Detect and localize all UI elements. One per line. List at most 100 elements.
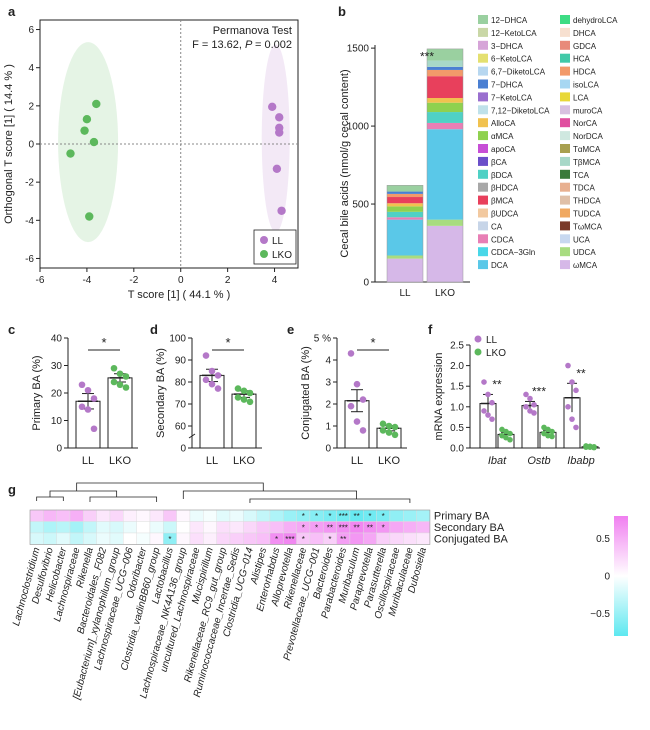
colorbar <box>614 516 628 636</box>
legend-label: βDCA <box>491 171 513 180</box>
x-tick-label: -6 <box>36 275 45 286</box>
legend-swatch <box>478 92 488 102</box>
legend-swatch <box>560 208 570 218</box>
data-point <box>116 381 124 389</box>
data-point <box>214 372 222 379</box>
colorbar-tick-label: 0.5 <box>596 534 610 545</box>
legend-swatch <box>560 156 570 166</box>
y-tick-label: 0 <box>363 278 369 289</box>
heatmap-cell <box>269 509 284 522</box>
cell-significance: * <box>302 524 305 533</box>
y-tick-label: 1 <box>325 422 331 433</box>
heatmap-cell <box>109 509 124 522</box>
legend-swatch <box>478 40 488 50</box>
significance-stars: *** <box>532 384 546 398</box>
legend-label: βUDCA <box>491 210 519 219</box>
panel-a-scatter: a -6 -4 -2 0 2 4 6 4 2 0 -2 -4 -6 T score [1] ( 44.1 %… <box>3 4 299 301</box>
heatmap-cell <box>349 532 364 545</box>
legend-swatch <box>478 260 488 270</box>
legend-label: isoLCA <box>573 81 599 90</box>
legend-swatch <box>478 105 488 115</box>
legend-swatch <box>560 66 570 76</box>
legend-swatch <box>560 247 570 257</box>
legend-label: NorDCA <box>573 132 603 141</box>
legend-swatch <box>478 27 488 37</box>
heatmap-cell <box>229 532 244 545</box>
stack-segment-lko <box>427 48 463 61</box>
x-tick-label: 4 <box>272 275 278 286</box>
panel-letter-g: g <box>8 482 16 497</box>
legend-label: 7−DHCA <box>491 81 523 90</box>
y-tick-label: 5 % <box>314 334 331 345</box>
heatmap-cell <box>163 521 177 534</box>
heatmap-cell <box>189 521 204 534</box>
heatmap-cell <box>43 532 57 545</box>
legend-label: TβMCA <box>573 158 601 167</box>
legend-swatch <box>478 195 488 205</box>
heatmap-cell <box>43 521 57 534</box>
legend-swatch <box>478 169 488 179</box>
heatmap-cell <box>243 532 257 545</box>
data-point <box>84 386 92 394</box>
legend-label: dehydroLCA <box>573 16 618 25</box>
data-point <box>347 402 355 410</box>
category-label: LL <box>206 455 218 467</box>
point-ll <box>275 128 284 137</box>
heatmap-cell <box>216 509 231 522</box>
cell-significance: *** <box>285 535 294 544</box>
data-point <box>353 380 361 388</box>
y-tick-label: 2 <box>325 400 331 411</box>
stack-segment-lko <box>427 122 463 130</box>
legend-label: TUDCA <box>573 210 601 219</box>
data-point <box>391 423 399 431</box>
cell-significance: * <box>368 512 371 521</box>
heatmap-cell <box>109 532 124 545</box>
data-point <box>523 404 529 410</box>
heatmap-cell <box>416 521 431 534</box>
category-label: LKO <box>233 455 255 467</box>
panel-letter-e: e <box>287 322 294 337</box>
heatmap-cell <box>69 521 84 534</box>
legend-label: TDCA <box>573 184 595 193</box>
heatmap-cell <box>229 521 244 534</box>
x-tick-label: -2 <box>129 275 138 286</box>
data-point <box>385 422 393 430</box>
y-tick-label: 0 <box>28 140 34 151</box>
stack-segment-lko <box>427 66 463 70</box>
legend-swatch <box>478 182 488 192</box>
heatmap-cell <box>123 532 137 545</box>
heatmap-cell <box>389 532 404 545</box>
heatmap-cell <box>389 509 404 522</box>
y-tick-label: 100 <box>169 334 186 345</box>
heatmap-cell <box>123 509 137 522</box>
heatmap-cell <box>123 521 137 534</box>
y-tick-label: 0.0 <box>450 444 464 455</box>
heatmap-cell <box>243 521 257 534</box>
bar-lko <box>107 377 133 449</box>
data-point <box>246 398 254 406</box>
point-lko <box>89 137 99 147</box>
data-point <box>507 436 513 443</box>
legend-marker-ll <box>474 335 482 343</box>
data-point <box>549 433 555 440</box>
data-point <box>573 424 579 431</box>
dendrogram-branch <box>49 490 118 497</box>
data-point <box>122 373 130 380</box>
stack-segment-ll <box>387 255 423 259</box>
heatmap-cell <box>149 532 164 545</box>
dendrogram-branch <box>89 496 158 502</box>
heatmap-cell <box>149 521 164 534</box>
data-point <box>569 379 575 385</box>
colorbar-tick-label: 0 <box>604 572 610 583</box>
data-point <box>122 384 130 391</box>
legend-label: DHCA <box>573 29 596 38</box>
legend-label: αMCA <box>491 132 514 141</box>
legend-label: 6,7−DiketoLCA <box>491 68 546 77</box>
y-tick-label: 30 <box>51 361 63 372</box>
heatmap-cell <box>29 521 44 534</box>
heatmap-cell <box>96 521 111 534</box>
heatmap-cell <box>309 532 324 545</box>
heatmap-cell <box>56 509 71 522</box>
legend-label: HCA <box>573 55 591 64</box>
